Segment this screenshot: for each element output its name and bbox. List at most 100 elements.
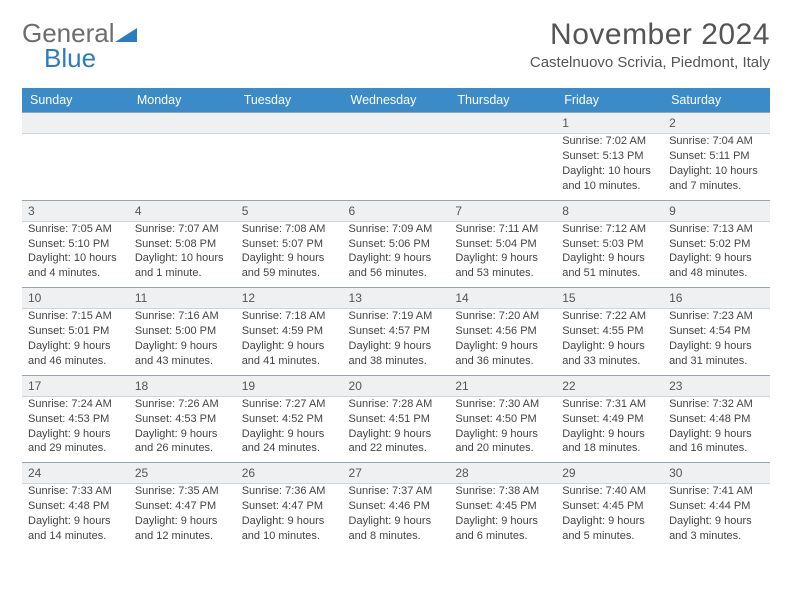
day-number-cell: 9	[663, 200, 770, 221]
day-number-cell: 2	[663, 113, 770, 134]
day-number-cell: 3	[22, 200, 129, 221]
sunset-line: Sunset: 5:01 PM	[28, 324, 123, 339]
sunrise-line: Sunrise: 7:40 AM	[562, 484, 657, 499]
daylight-line: Daylight: 9 hours and 26 minutes.	[135, 427, 230, 457]
daylight-line: Daylight: 9 hours and 48 minutes.	[669, 251, 764, 281]
daylight-line: Daylight: 9 hours and 33 minutes.	[562, 339, 657, 369]
month-title: November 2024	[530, 18, 770, 52]
day-body-cell	[236, 134, 343, 200]
sunset-line: Sunset: 5:11 PM	[669, 149, 764, 164]
calendar-table: Sunday Monday Tuesday Wednesday Thursday…	[22, 88, 770, 550]
day-body-cell	[22, 134, 129, 200]
sunset-line: Sunset: 4:56 PM	[455, 324, 550, 339]
sunset-line: Sunset: 5:06 PM	[349, 237, 444, 252]
daylight-line: Daylight: 9 hours and 20 minutes.	[455, 427, 550, 457]
day-number-cell: 29	[556, 463, 663, 484]
daylight-line: Daylight: 9 hours and 18 minutes.	[562, 427, 657, 457]
daylight-line: Daylight: 9 hours and 38 minutes.	[349, 339, 444, 369]
day-body-cell: Sunrise: 7:33 AMSunset: 4:48 PMDaylight:…	[22, 484, 129, 550]
day-number-cell: 23	[663, 375, 770, 396]
day-body-cell: Sunrise: 7:40 AMSunset: 4:45 PMDaylight:…	[556, 484, 663, 550]
day-body-cell: Sunrise: 7:28 AMSunset: 4:51 PMDaylight:…	[343, 396, 450, 462]
day-body-cell: Sunrise: 7:41 AMSunset: 4:44 PMDaylight:…	[663, 484, 770, 550]
sunrise-line: Sunrise: 7:22 AM	[562, 309, 657, 324]
daylight-line: Daylight: 9 hours and 53 minutes.	[455, 251, 550, 281]
sunset-line: Sunset: 4:47 PM	[135, 499, 230, 514]
sunrise-line: Sunrise: 7:36 AM	[242, 484, 337, 499]
sunrise-line: Sunrise: 7:02 AM	[562, 134, 657, 149]
daylight-line: Daylight: 9 hours and 5 minutes.	[562, 514, 657, 544]
day-number-cell: 30	[663, 463, 770, 484]
day-body-cell: Sunrise: 7:16 AMSunset: 5:00 PMDaylight:…	[129, 309, 236, 375]
sunset-line: Sunset: 4:45 PM	[455, 499, 550, 514]
daylight-line: Daylight: 9 hours and 46 minutes.	[28, 339, 123, 369]
logo-word-2: Blue	[44, 43, 96, 73]
sunrise-line: Sunrise: 7:35 AM	[135, 484, 230, 499]
day-body-cell: Sunrise: 7:15 AMSunset: 5:01 PMDaylight:…	[22, 309, 129, 375]
day-body-cell: Sunrise: 7:07 AMSunset: 5:08 PMDaylight:…	[129, 221, 236, 287]
daylight-line: Daylight: 9 hours and 3 minutes.	[669, 514, 764, 544]
daylight-line: Daylight: 9 hours and 12 minutes.	[135, 514, 230, 544]
day-number-cell: 12	[236, 288, 343, 309]
day-number-cell: 18	[129, 375, 236, 396]
day-body-cell: Sunrise: 7:20 AMSunset: 4:56 PMDaylight:…	[449, 309, 556, 375]
daylight-line: Daylight: 9 hours and 10 minutes.	[242, 514, 337, 544]
daylight-line: Daylight: 10 hours and 10 minutes.	[562, 164, 657, 194]
sunrise-line: Sunrise: 7:37 AM	[349, 484, 444, 499]
daylight-line: Daylight: 10 hours and 4 minutes.	[28, 251, 123, 281]
day-number-cell: 26	[236, 463, 343, 484]
sunrise-line: Sunrise: 7:38 AM	[455, 484, 550, 499]
weekday-header: Tuesday	[236, 88, 343, 113]
day-number-cell: 8	[556, 200, 663, 221]
day-number-cell: 21	[449, 375, 556, 396]
day-number-cell: 20	[343, 375, 450, 396]
day-body-row: Sunrise: 7:05 AMSunset: 5:10 PMDaylight:…	[22, 221, 770, 287]
day-number-cell: 1	[556, 113, 663, 134]
day-body-cell: Sunrise: 7:02 AMSunset: 5:13 PMDaylight:…	[556, 134, 663, 200]
day-number-cell: 13	[343, 288, 450, 309]
day-body-cell: Sunrise: 7:26 AMSunset: 4:53 PMDaylight:…	[129, 396, 236, 462]
sunset-line: Sunset: 4:54 PM	[669, 324, 764, 339]
day-body-cell: Sunrise: 7:05 AMSunset: 5:10 PMDaylight:…	[22, 221, 129, 287]
sunrise-line: Sunrise: 7:07 AM	[135, 222, 230, 237]
day-body-cell: Sunrise: 7:09 AMSunset: 5:06 PMDaylight:…	[343, 221, 450, 287]
sunrise-line: Sunrise: 7:20 AM	[455, 309, 550, 324]
sunrise-line: Sunrise: 7:28 AM	[349, 397, 444, 412]
sunrise-line: Sunrise: 7:24 AM	[28, 397, 123, 412]
day-number-cell	[236, 113, 343, 134]
day-body-cell: Sunrise: 7:30 AMSunset: 4:50 PMDaylight:…	[449, 396, 556, 462]
daylight-line: Daylight: 9 hours and 8 minutes.	[349, 514, 444, 544]
day-body-row: Sunrise: 7:24 AMSunset: 4:53 PMDaylight:…	[22, 396, 770, 462]
day-body-cell: Sunrise: 7:36 AMSunset: 4:47 PMDaylight:…	[236, 484, 343, 550]
day-body-cell: Sunrise: 7:24 AMSunset: 4:53 PMDaylight:…	[22, 396, 129, 462]
sunset-line: Sunset: 4:46 PM	[349, 499, 444, 514]
day-body-cell: Sunrise: 7:22 AMSunset: 4:55 PMDaylight:…	[556, 309, 663, 375]
daylight-line: Daylight: 9 hours and 6 minutes.	[455, 514, 550, 544]
sunrise-line: Sunrise: 7:04 AM	[669, 134, 764, 149]
day-number-cell: 11	[129, 288, 236, 309]
sunrise-line: Sunrise: 7:41 AM	[669, 484, 764, 499]
daylight-line: Daylight: 9 hours and 51 minutes.	[562, 251, 657, 281]
sunset-line: Sunset: 4:49 PM	[562, 412, 657, 427]
sunset-line: Sunset: 5:02 PM	[669, 237, 764, 252]
sunset-line: Sunset: 4:48 PM	[28, 499, 123, 514]
day-body-cell: Sunrise: 7:37 AMSunset: 4:46 PMDaylight:…	[343, 484, 450, 550]
day-number-cell: 10	[22, 288, 129, 309]
day-number-cell: 17	[22, 375, 129, 396]
day-number-row: 24252627282930	[22, 463, 770, 484]
day-body-cell	[129, 134, 236, 200]
day-number-cell: 28	[449, 463, 556, 484]
daylight-line: Daylight: 9 hours and 29 minutes.	[28, 427, 123, 457]
sunset-line: Sunset: 5:07 PM	[242, 237, 337, 252]
sunrise-line: Sunrise: 7:32 AM	[669, 397, 764, 412]
sunrise-line: Sunrise: 7:16 AM	[135, 309, 230, 324]
sunset-line: Sunset: 4:55 PM	[562, 324, 657, 339]
day-body-cell: Sunrise: 7:11 AMSunset: 5:04 PMDaylight:…	[449, 221, 556, 287]
sunrise-line: Sunrise: 7:12 AM	[562, 222, 657, 237]
day-number-row: 17181920212223	[22, 375, 770, 396]
sunset-line: Sunset: 4:48 PM	[669, 412, 764, 427]
day-body-row: Sunrise: 7:33 AMSunset: 4:48 PMDaylight:…	[22, 484, 770, 550]
weekday-header: Thursday	[449, 88, 556, 113]
daylight-line: Daylight: 9 hours and 56 minutes.	[349, 251, 444, 281]
sunset-line: Sunset: 5:03 PM	[562, 237, 657, 252]
